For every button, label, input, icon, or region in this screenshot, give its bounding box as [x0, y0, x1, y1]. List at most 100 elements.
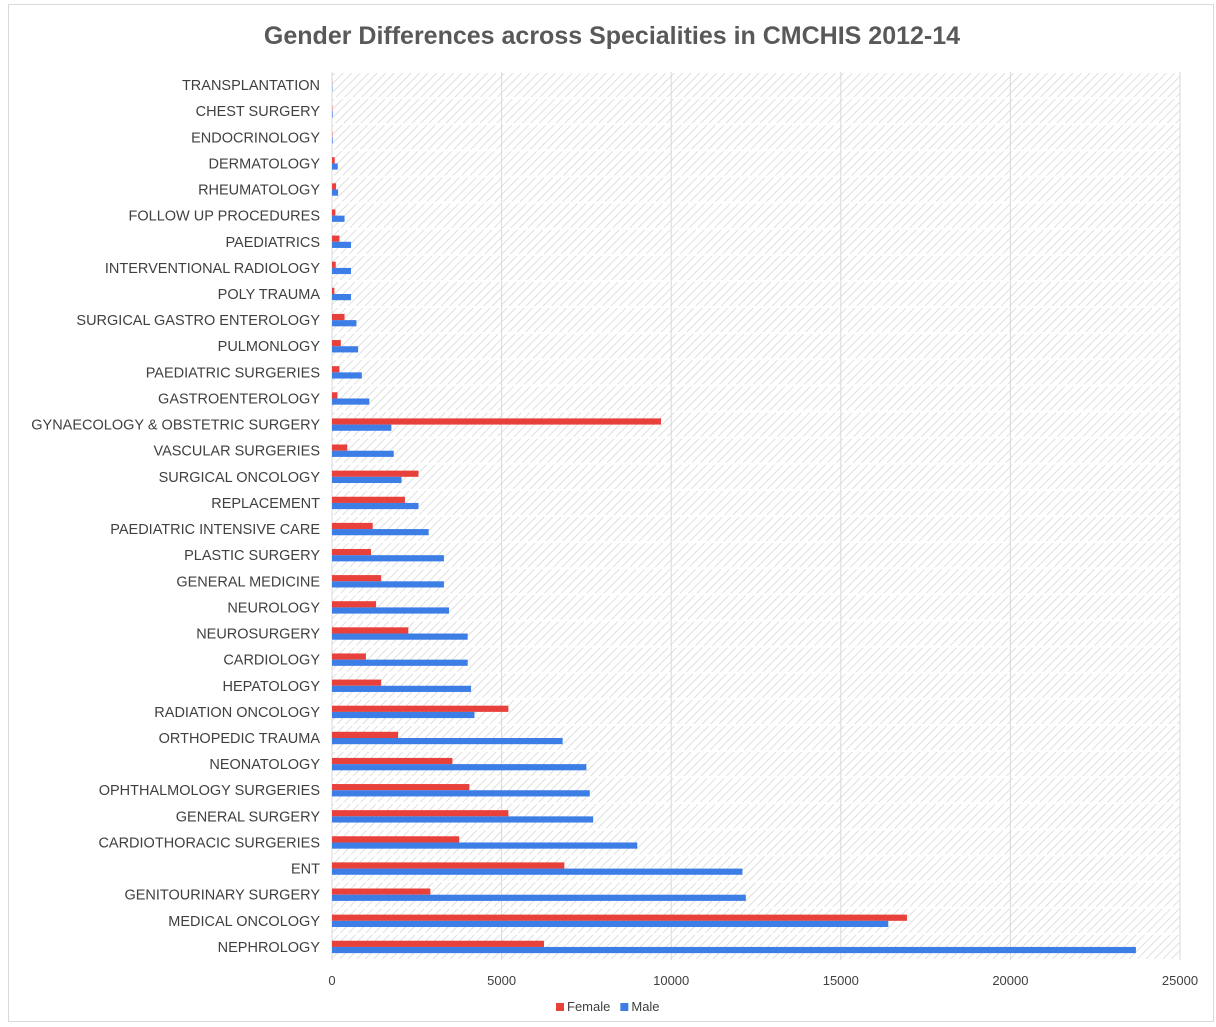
bar-male [332, 215, 345, 222]
legend-label-male: Male [631, 999, 659, 1014]
bar-male [332, 424, 392, 431]
category-label: PULMONLOGY [218, 339, 321, 355]
bar-male [332, 320, 357, 327]
bar-male [332, 790, 590, 797]
category-label: TRANSPLANTATION [182, 78, 320, 94]
bar-female [332, 183, 337, 190]
category-label: INTERVENTIONAL RADIOLOGY [105, 261, 320, 277]
bar-female [332, 862, 565, 869]
bar-female [332, 705, 509, 712]
bar-female [332, 287, 335, 294]
category-label: DERMATOLOGY [209, 156, 321, 172]
bar-male [332, 529, 429, 536]
gridlines [331, 71, 1181, 961]
bar-male [332, 659, 468, 666]
category-label: SURGICAL ONCOLOGY [159, 470, 321, 486]
category-label: PAEDIATRIC SURGERIES [146, 365, 320, 381]
bar-female [332, 757, 453, 765]
bar-male [332, 633, 468, 640]
bar-male [332, 894, 746, 901]
category-label: GENITOURINARY SURGERY [124, 888, 320, 904]
bar-male [332, 816, 594, 823]
bar-male [332, 372, 362, 379]
category-label: CARDIOLOGY [223, 653, 320, 669]
bar-female [332, 392, 338, 399]
category-label: RHEUMATOLOGY [198, 183, 320, 199]
bar-female [332, 340, 341, 347]
x-tick-label: 10000 [653, 973, 689, 988]
category-label: CARDIOTHORACIC SURGERIES [98, 835, 320, 851]
bar-male [332, 842, 638, 849]
category-label: POLY TRAUMA [218, 287, 321, 303]
bar-female [332, 914, 907, 921]
bar-male [332, 868, 743, 875]
bar-male [332, 685, 472, 692]
category-label: REPLACEMENT [211, 496, 320, 512]
bar-female [332, 548, 372, 556]
category-label: HEPATOLOGY [223, 679, 321, 695]
bar-male [332, 267, 351, 275]
bar-female [332, 731, 399, 738]
bar-female [332, 836, 460, 843]
category-label: ENT [291, 862, 320, 878]
category-label: ORTHOPEDIC TRAUMA [159, 731, 321, 747]
bar-male [332, 111, 333, 118]
bar-female [332, 366, 340, 373]
bar-female [332, 418, 662, 425]
bar-male [332, 946, 1136, 954]
bar-male [332, 241, 351, 248]
bar-female [332, 470, 419, 477]
bar-male [332, 294, 351, 301]
category-label: NEPHROLOGY [218, 940, 321, 956]
bar-female [332, 235, 340, 242]
bar-male [332, 398, 370, 405]
x-tick-label: 5000 [487, 973, 516, 988]
bar-female [332, 261, 336, 268]
bar-male [332, 764, 587, 771]
bar-female [332, 444, 348, 451]
bars [332, 78, 1136, 954]
category-label: GENERAL MEDICINE [176, 574, 320, 590]
category-label: ENDOCRINOLOGY [191, 130, 320, 146]
bar-male [332, 711, 475, 719]
category-label: GENERAL SURGERY [176, 809, 321, 825]
legend: Female Male [556, 999, 660, 1014]
bar-male [332, 502, 419, 510]
category-label: NEONATOLOGY [209, 757, 320, 773]
legend-swatch-male [620, 1003, 629, 1011]
chart-title: Gender Differences across Specialities i… [264, 22, 960, 50]
bar-male [332, 450, 394, 457]
category-label: MEDICAL ONCOLOGY [168, 914, 320, 930]
bar-female [332, 784, 470, 791]
category-label: GYNAECOLOGY & OBSTETRIC SURGERY [31, 418, 320, 434]
category-label: CHEST SURGERY [196, 104, 321, 120]
bar-female [332, 627, 409, 634]
bar-female [332, 653, 366, 660]
bar-male [332, 476, 402, 484]
bar-female [332, 601, 377, 608]
category-label: PLASTIC SURGERY [184, 548, 320, 564]
bar-female [332, 940, 544, 947]
bar-male [332, 137, 333, 144]
bar-female [332, 522, 373, 530]
category-labels: TRANSPLANTATION CHEST SURGERY ENDOCRINOLOG… [31, 78, 320, 956]
bar-female [332, 209, 336, 216]
category-label: FOLLOW UP PROCEDURES [129, 209, 321, 225]
category-label: PAEDIATRIC INTENSIVE CARE [110, 522, 320, 538]
bar-male [332, 607, 450, 614]
legend-swatch-female [556, 1003, 564, 1011]
legend-label-female: Female [567, 999, 610, 1014]
category-label: NEUROLOGY [227, 600, 320, 616]
bar-female [332, 496, 405, 503]
bar-male [332, 346, 359, 353]
category-label: VASCULAR SURGERIES [153, 444, 320, 460]
bar-female [332, 810, 509, 817]
category-label: NEUROSURGERY [196, 627, 320, 643]
bar-male [332, 581, 444, 588]
bar-female [332, 575, 382, 582]
bar-female [332, 313, 345, 321]
bar-female [332, 679, 382, 686]
bar-female [332, 888, 431, 895]
category-label: OPHTHALMOLOGY SURGERIES [99, 783, 320, 799]
